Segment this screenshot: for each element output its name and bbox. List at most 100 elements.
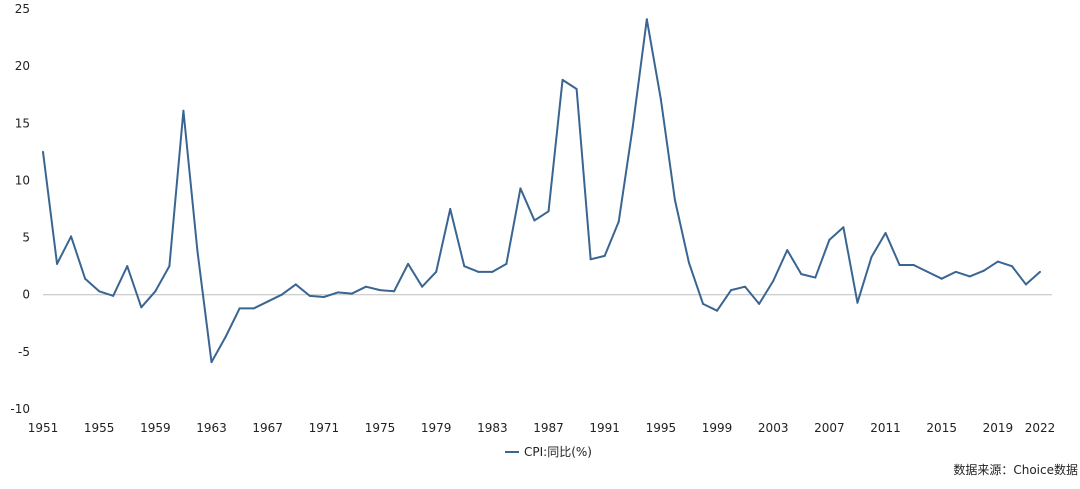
data-point — [407, 262, 410, 265]
data-point — [280, 293, 283, 296]
data-point — [926, 270, 929, 273]
y-tick-label: 20 — [15, 59, 30, 73]
data-point — [98, 290, 101, 293]
data-point — [322, 296, 325, 298]
data-point — [603, 254, 606, 257]
y-tick-label: 25 — [15, 2, 30, 16]
data-point — [533, 219, 536, 222]
x-tick-label: 1963 — [196, 421, 227, 435]
data-point — [842, 226, 845, 229]
data-point — [463, 265, 466, 268]
data-point — [730, 289, 733, 292]
data-point — [56, 262, 59, 265]
x-tick-label: 2015 — [926, 421, 957, 435]
data-point — [182, 109, 185, 112]
data-point — [112, 294, 115, 297]
data-point — [744, 285, 747, 288]
data-point — [196, 250, 199, 253]
data-point — [870, 256, 873, 258]
data-point — [575, 88, 578, 90]
data-point — [898, 264, 901, 266]
data-point — [238, 307, 241, 310]
data-point — [224, 336, 227, 338]
y-tick-label: 10 — [15, 173, 30, 187]
data-point — [982, 269, 985, 272]
data-point — [856, 301, 859, 304]
y-tick-label: 15 — [15, 116, 30, 130]
x-tick-label: 1987 — [533, 421, 564, 435]
data-point — [336, 291, 339, 294]
data-point — [491, 270, 494, 273]
data-point — [954, 270, 957, 273]
data-point — [631, 125, 634, 128]
x-tick-label: 1967 — [252, 421, 283, 435]
data-point — [786, 249, 789, 252]
y-tick-label: 0 — [22, 288, 30, 302]
x-tick-label: 2003 — [758, 421, 789, 435]
data-point — [126, 265, 129, 268]
data-point — [505, 262, 508, 265]
data-point — [449, 208, 452, 210]
data-point — [364, 285, 367, 288]
x-tick-label: 2022 — [1025, 421, 1056, 435]
data-point — [168, 265, 171, 268]
x-tick-label: 1959 — [140, 421, 171, 435]
y-tick-label: -10 — [10, 402, 30, 416]
data-point — [266, 300, 269, 303]
source-note: 数据来源：Choice数据 — [953, 462, 1078, 477]
legend: CPI:同比(%) — [505, 445, 592, 459]
data-point — [814, 276, 817, 279]
data-point — [547, 210, 550, 213]
x-tick-label: 1983 — [477, 421, 508, 435]
data-point — [1010, 265, 1013, 268]
data-point — [42, 150, 44, 153]
data-point — [70, 235, 73, 238]
y-tick-label: 5 — [22, 231, 30, 245]
data-point — [673, 198, 676, 201]
data-point — [154, 290, 157, 293]
data-point — [421, 285, 424, 288]
data-point — [393, 290, 396, 293]
data-point — [140, 306, 143, 309]
data-point — [210, 361, 213, 364]
x-tick-label: 1971 — [309, 421, 340, 435]
data-point — [294, 283, 297, 286]
data-point — [884, 232, 887, 234]
data-points — [42, 18, 1041, 364]
data-point — [996, 260, 999, 263]
data-point — [716, 309, 719, 312]
x-tick-label: 1995 — [646, 421, 677, 435]
data-point — [252, 307, 255, 310]
data-point — [1039, 270, 1041, 273]
y-tick-label: -5 — [18, 345, 30, 359]
data-point — [589, 258, 592, 261]
x-tick-label: 2011 — [870, 421, 901, 435]
x-tick-label: 2007 — [814, 421, 845, 435]
x-tick-label: 1975 — [365, 421, 396, 435]
x-tick-label: 1951 — [28, 421, 59, 435]
data-point — [800, 273, 803, 276]
data-point — [1024, 283, 1027, 286]
data-point — [701, 302, 704, 305]
x-tick-label: 1999 — [702, 421, 733, 435]
x-tick-label: 2019 — [983, 421, 1014, 435]
x-tick-label: 1991 — [589, 421, 620, 435]
data-point — [617, 220, 620, 223]
data-point — [772, 280, 775, 282]
legend-label: CPI:同比(%) — [524, 445, 592, 459]
data-point — [645, 18, 648, 21]
data-point — [477, 270, 480, 273]
data-point — [435, 270, 438, 273]
data-point — [84, 277, 87, 280]
data-point — [912, 264, 915, 266]
x-tick-label: 1955 — [84, 421, 115, 435]
x-axis-tick-labels: 1951 1955 1959 1963 1967 1971 1975 1979 1983 1987… — [28, 421, 1056, 435]
y-axis-tick-labels: -10 -5 0 5 10 15 20 25 — [10, 2, 30, 416]
data-point — [968, 275, 971, 278]
data-point — [758, 302, 761, 305]
data-point — [940, 277, 943, 280]
data-point — [828, 238, 831, 241]
data-point — [519, 187, 522, 190]
data-point — [687, 261, 690, 264]
